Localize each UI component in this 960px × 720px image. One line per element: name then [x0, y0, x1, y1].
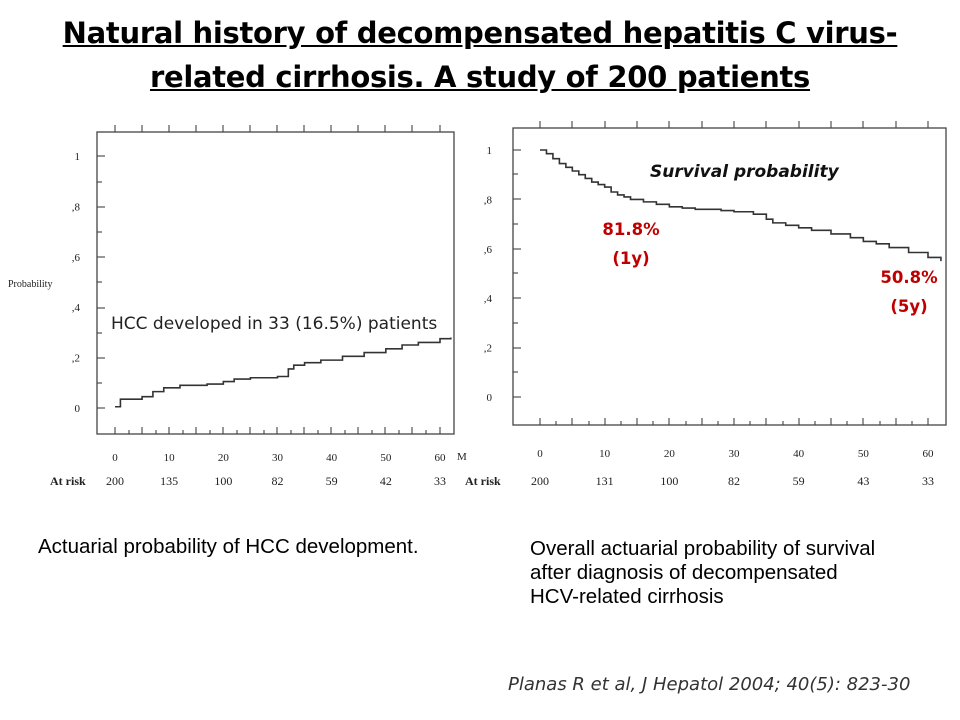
hcc-chart-caption: Actuarial probability of HCC development…: [38, 535, 419, 558]
y-tick-label: ,8: [72, 201, 81, 213]
survival-annotation-timepoint: (5y): [890, 297, 927, 316]
survival-chart-caption: Overall actuarial probability of surviva…: [530, 537, 876, 608]
at-risk-count: 82: [272, 474, 284, 488]
plot-frame: [512, 127, 947, 426]
at-risk-count: 135: [160, 474, 178, 488]
plot-frame: [96, 131, 455, 435]
x-tick-label: 50: [380, 452, 392, 464]
hcc-cumulative-curve: [115, 337, 452, 408]
y-tick-label: 1: [487, 145, 493, 157]
at-risk-count: 43: [857, 474, 869, 488]
at-risk-count: 82: [728, 474, 740, 488]
x-tick-label: 0: [112, 452, 118, 464]
at-risk-count: 131: [596, 474, 614, 488]
x-tick-label: 60: [435, 452, 447, 464]
x-axis-cut-label: M: [457, 451, 467, 463]
at-risk-count: 33: [434, 474, 446, 488]
survival-annotation-value: 81.8%: [602, 220, 660, 239]
survival-subtitle: Survival probability: [650, 162, 840, 182]
x-tick-label: 40: [793, 448, 805, 460]
x-tick-label: 40: [326, 452, 338, 464]
y-axis-label: Probability: [8, 279, 52, 290]
hcc-annotation: HCC developed in 33 (16.5%) patients: [111, 314, 437, 334]
x-tick-label: 30: [272, 452, 284, 464]
x-tick-label: 50: [858, 448, 870, 460]
x-tick-label: 10: [599, 448, 611, 460]
x-tick-label: 20: [664, 448, 676, 460]
citation: Planas R et al, J Hepatol 2004; 40(5): 8…: [508, 674, 911, 695]
x-tick-label: 0: [537, 448, 543, 460]
y-tick-label: ,4: [72, 302, 81, 314]
at-risk-count: 33: [922, 474, 934, 488]
y-tick-label: 0: [75, 403, 81, 415]
x-tick-label: 10: [164, 452, 176, 464]
x-tick-label: 60: [923, 448, 935, 460]
y-tick-label: ,6: [484, 244, 493, 256]
y-tick-label: ,2: [72, 353, 80, 365]
slide-title-line-2: related cirrhosis. A study of 200 patien…: [149, 60, 811, 94]
slide-title-line-1: Natural history of decompensated hepatit…: [62, 16, 898, 50]
at-risk-label: At risk: [465, 474, 501, 488]
at-risk-label: At risk: [50, 474, 86, 488]
at-risk-count: 200: [106, 474, 124, 488]
at-risk-count: 100: [660, 474, 678, 488]
at-risk-count: 100: [214, 474, 232, 488]
at-risk-count: 59: [793, 474, 805, 488]
at-risk-count: 59: [326, 474, 338, 488]
survival-annotation-timepoint: (1y): [612, 249, 649, 268]
at-risk-count: 42: [380, 474, 392, 488]
y-tick-label: 0: [487, 392, 493, 404]
y-tick-label: 1: [75, 151, 81, 163]
x-tick-label: 30: [729, 448, 741, 460]
y-tick-label: ,2: [484, 343, 492, 355]
y-tick-label: ,6: [72, 252, 81, 264]
y-tick-label: ,8: [484, 194, 493, 206]
survival-annotation-value: 50.8%: [880, 268, 938, 287]
x-tick-label: 20: [218, 452, 230, 464]
at-risk-count: 200: [531, 474, 549, 488]
y-tick-label: ,4: [484, 293, 493, 305]
survival-curve: [540, 149, 942, 262]
